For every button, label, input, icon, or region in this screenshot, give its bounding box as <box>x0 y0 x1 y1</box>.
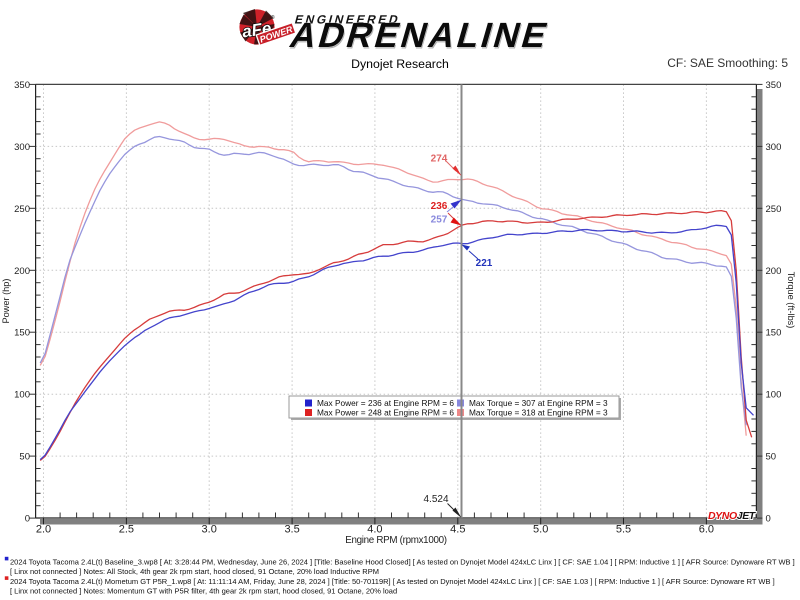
svg-text:ADRENALINE: ADRENALINE <box>287 17 556 56</box>
svg-text:300: 300 <box>14 142 30 153</box>
svg-text:300: 300 <box>766 142 782 153</box>
svg-text:Max Torque = 307 at Engine RPM: Max Torque = 307 at Engine RPM = 3 <box>469 398 608 408</box>
svg-text:Torque (ft-lbs): Torque (ft-lbs) <box>786 272 796 329</box>
svg-text:250: 250 <box>766 204 782 215</box>
svg-text:ENGINEERED: ENGINEERED <box>293 12 402 26</box>
svg-text:Dynojet Research: Dynojet Research <box>351 57 449 71</box>
svg-text:0: 0 <box>766 514 771 525</box>
svg-text:Max Power = 236 at Engine RPM: Max Power = 236 at Engine RPM = 6 <box>317 398 454 408</box>
svg-text:6.0: 6.0 <box>699 524 714 536</box>
svg-text:200: 200 <box>766 266 782 277</box>
svg-text:ADRENALINE: ADRENALINE <box>286 16 555 55</box>
svg-text:Max Power = 248 at Engine RPM: Max Power = 248 at Engine RPM = 6 <box>317 408 454 418</box>
svg-text:®: ® <box>271 14 275 21</box>
svg-text:221: 221 <box>476 258 493 269</box>
svg-text:236: 236 <box>431 201 448 212</box>
svg-text:50: 50 <box>19 452 30 463</box>
svg-text:DYNOJET: DYNOJET <box>708 510 757 522</box>
svg-text:2.0: 2.0 <box>36 524 51 536</box>
svg-text:0: 0 <box>25 514 30 525</box>
svg-text:150: 150 <box>766 328 782 339</box>
svg-text:50: 50 <box>766 452 777 463</box>
svg-text:DYNOJET: DYNOJET <box>708 510 757 522</box>
svg-text:100: 100 <box>766 390 782 401</box>
svg-text:274: 274 <box>431 154 448 165</box>
svg-text:4.0: 4.0 <box>367 524 382 536</box>
svg-text:250: 250 <box>14 204 30 215</box>
svg-text:5.5: 5.5 <box>616 524 631 536</box>
svg-text:350: 350 <box>766 80 782 91</box>
svg-text:2.5: 2.5 <box>119 524 134 536</box>
svg-text:5.0: 5.0 <box>533 524 548 536</box>
svg-text:150: 150 <box>14 328 30 339</box>
svg-text:200: 200 <box>14 266 30 277</box>
svg-text:4.524: 4.524 <box>423 494 448 505</box>
svg-text:350: 350 <box>14 80 30 91</box>
svg-text:[ Linx not connected ] Notes:: [ Linx not connected ] Notes: All Stock,… <box>10 567 379 576</box>
svg-text:Max Torque = 318 at Engine RPM: Max Torque = 318 at Engine RPM = 3 <box>469 408 608 418</box>
svg-text:Power (hp): Power (hp) <box>1 279 11 324</box>
svg-text:257: 257 <box>431 215 448 226</box>
svg-text:3.5: 3.5 <box>284 524 299 536</box>
svg-text:2024 Toyota Tacoma 2.4L(t) Mom: 2024 Toyota Tacoma 2.4L(t) Mometum GT P5… <box>10 577 775 586</box>
svg-text:[ Linx not connected ] Notes:: [ Linx not connected ] Notes: Momentum G… <box>10 587 397 596</box>
svg-text:2024 Toyota Tacoma 2.4L(t) Bas: 2024 Toyota Tacoma 2.4L(t) Baseline_3.wp… <box>10 558 795 567</box>
svg-text:CF: SAE Smoothing: 5: CF: SAE Smoothing: 5 <box>667 56 788 70</box>
svg-text:100: 100 <box>14 390 30 401</box>
svg-text:Engine RPM (rpmx1000): Engine RPM (rpmx1000) <box>345 535 447 546</box>
svg-text:4.5: 4.5 <box>450 524 465 536</box>
svg-text:3.0: 3.0 <box>202 524 217 536</box>
